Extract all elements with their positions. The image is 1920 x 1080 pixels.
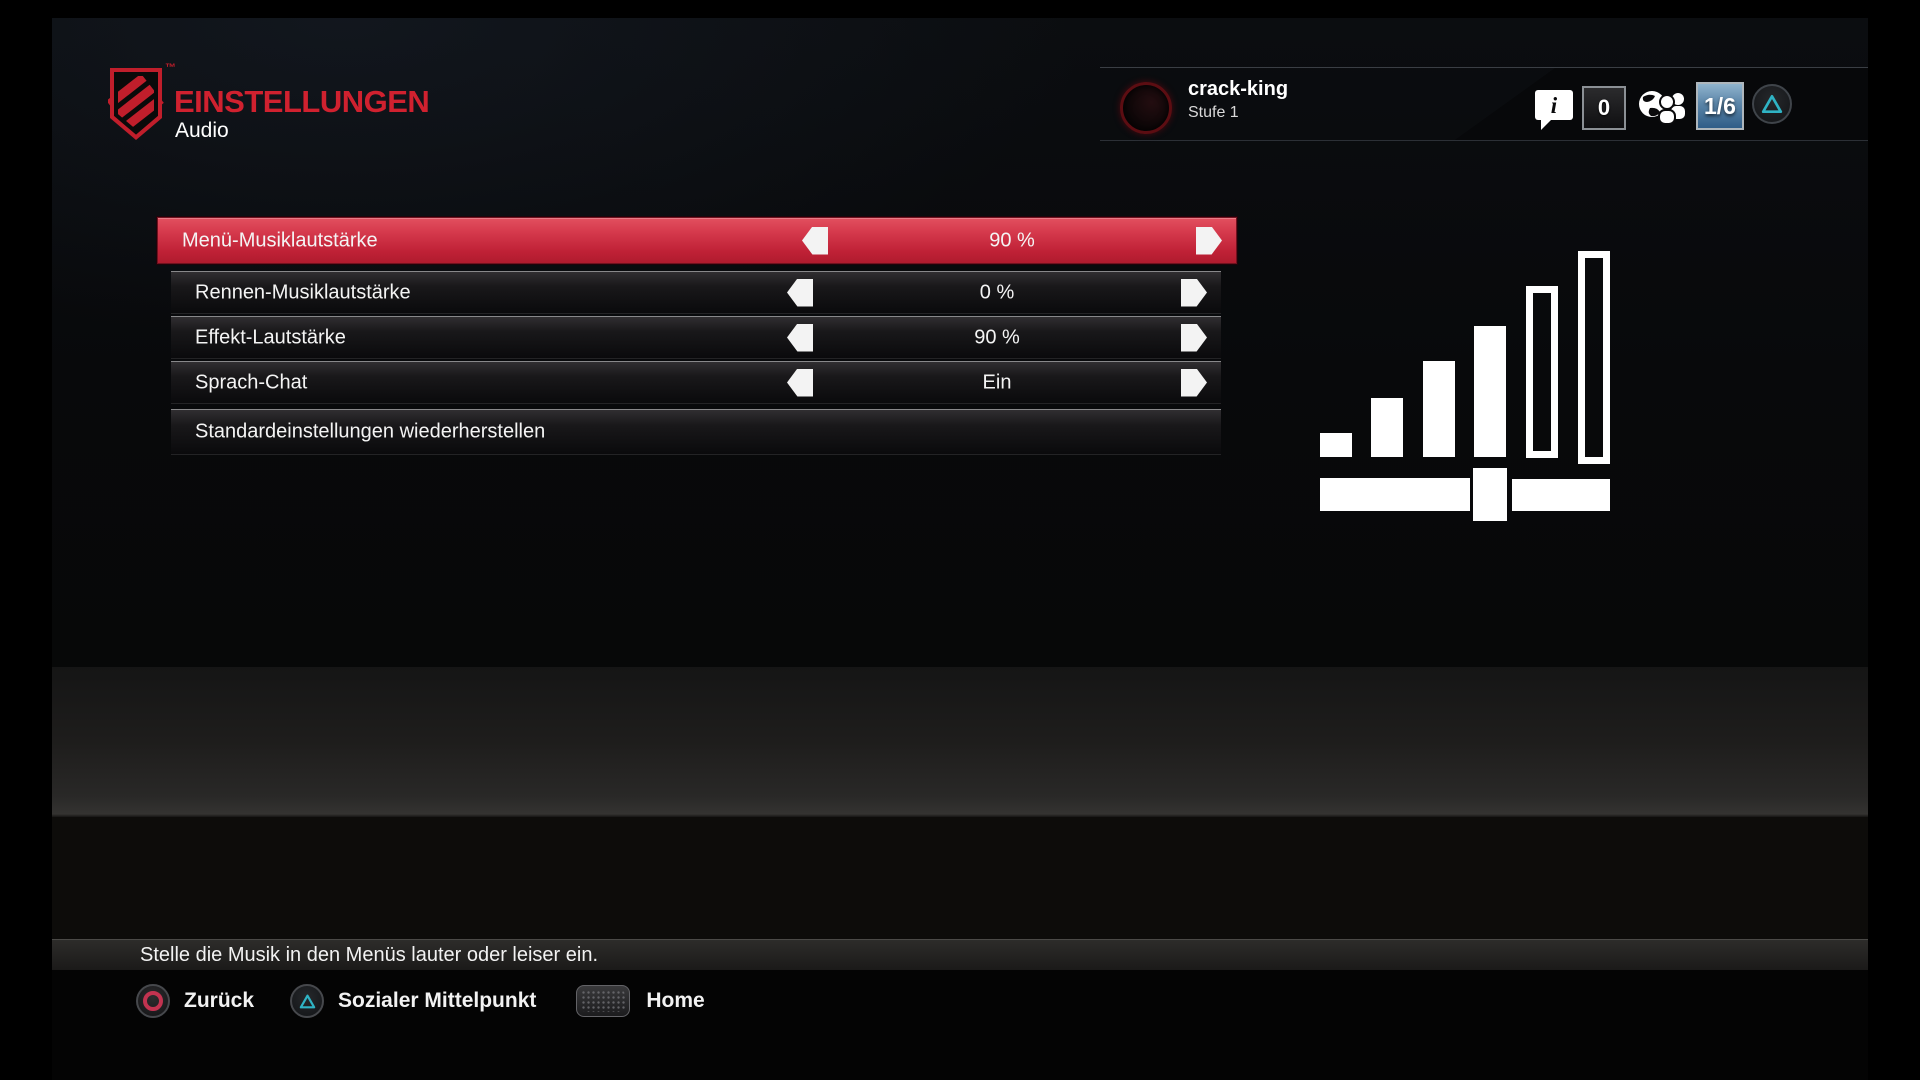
home-button-label[interactable]: Home [646, 989, 705, 1012]
volume-track-right [1512, 479, 1610, 511]
volume-slider-handle [1473, 468, 1507, 521]
volume-bar-3 [1423, 361, 1455, 457]
help-bar: Stelle die Musik in den Menüs lauter ode… [52, 939, 1868, 970]
decrease-arrow-icon[interactable] [787, 323, 813, 352]
ps-triangle-button-icon[interactable] [1752, 84, 1792, 124]
info-bubble-icon: i [1535, 90, 1575, 132]
menu-item-label: Effekt-Lautstärke [195, 326, 346, 348]
ps-touchpad-button-icon[interactable] [576, 985, 631, 1017]
player-name: crack-king [1188, 78, 1289, 100]
volume-bar-1 [1320, 433, 1352, 457]
increase-arrow-icon[interactable] [1181, 368, 1207, 397]
menu-row-race-music-volume[interactable]: Rennen-Musiklautstärke 0 % [171, 271, 1221, 314]
help-text: Stelle die Musik in den Menüs lauter ode… [140, 943, 599, 966]
menu-item-value: 0 % [979, 281, 1015, 303]
volume-track-left [1320, 478, 1470, 511]
volume-bar-4 [1474, 326, 1506, 457]
decrease-arrow-icon[interactable] [802, 226, 828, 255]
player-avatar[interactable] [1120, 82, 1172, 134]
decrease-arrow-icon[interactable] [787, 278, 813, 307]
value-control: 90 % [787, 317, 1207, 358]
value-control: 90 % [802, 218, 1222, 263]
footer-bar [52, 970, 1868, 1080]
ps-triangle-button-icon[interactable] [290, 984, 325, 1018]
back-button-label[interactable]: Zurück [184, 989, 255, 1012]
menu-row-voice-chat[interactable]: Sprach-Chat Ein [171, 361, 1221, 404]
footer-button-row: Zurück Sozialer Mittelpunkt Home [136, 984, 705, 1018]
menu-item-label: Rennen-Musiklautstärke [195, 281, 411, 303]
menu-item-label: Standardeinstellungen wiederherstellen [195, 420, 546, 443]
volume-bar-6-hollow [1578, 251, 1610, 464]
trademark-symbol: ™ [165, 62, 176, 74]
player-level: Stufe 1 [1188, 104, 1239, 121]
ps-circle-button-icon[interactable] [136, 984, 170, 1018]
menu-item-label: Menü-Musiklautstärke [182, 229, 378, 251]
globe-players-icon [1636, 86, 1690, 128]
volume-bar-2 [1371, 398, 1403, 457]
message-count-badge: 0 [1582, 86, 1626, 130]
increase-arrow-icon[interactable] [1181, 278, 1207, 307]
menu-item-value: Ein [982, 371, 1012, 393]
background-floor-band [52, 667, 1868, 817]
message-count: 0 [1597, 95, 1611, 120]
page-subtitle: Audio [175, 119, 229, 142]
menu-item-label: Sprach-Chat [195, 371, 308, 393]
page-indicator: 1/6 [1704, 92, 1736, 119]
increase-arrow-icon[interactable] [1181, 323, 1207, 352]
social-hub-button-label[interactable]: Sozialer Mittelpunkt [338, 989, 537, 1012]
game-screen: ™ EINSTELLUNGEN Audio crack-king Stufe 1… [52, 18, 1868, 1080]
volume-bar-5-hollow [1526, 286, 1558, 458]
page-indicator-badge: 1/6 [1696, 82, 1744, 130]
background-lower [52, 817, 1868, 939]
decrease-arrow-icon[interactable] [787, 368, 813, 397]
menu-item-value: 90 % [974, 326, 1020, 348]
menu-row-restore-defaults[interactable]: Standardeinstellungen wiederherstellen [171, 409, 1221, 455]
increase-arrow-icon[interactable] [1196, 226, 1222, 255]
grid-shield-logo-icon [106, 66, 164, 142]
value-control: Ein [787, 362, 1207, 403]
menu-row-effects-volume[interactable]: Effekt-Lautstärke 90 % [171, 316, 1221, 359]
info-bubble-tail [1541, 119, 1552, 130]
info-bubble-shape: i [1535, 90, 1573, 120]
menu-item-value: 90 % [989, 229, 1035, 251]
page-title: EINSTELLUNGEN [174, 84, 430, 119]
menu-row-menu-music-volume[interactable]: Menü-Musiklautstärke 90 % [157, 217, 1237, 264]
value-control: 0 % [787, 272, 1207, 313]
info-glyph: i [1550, 92, 1558, 118]
volume-equalizer-icon [1320, 251, 1612, 523]
